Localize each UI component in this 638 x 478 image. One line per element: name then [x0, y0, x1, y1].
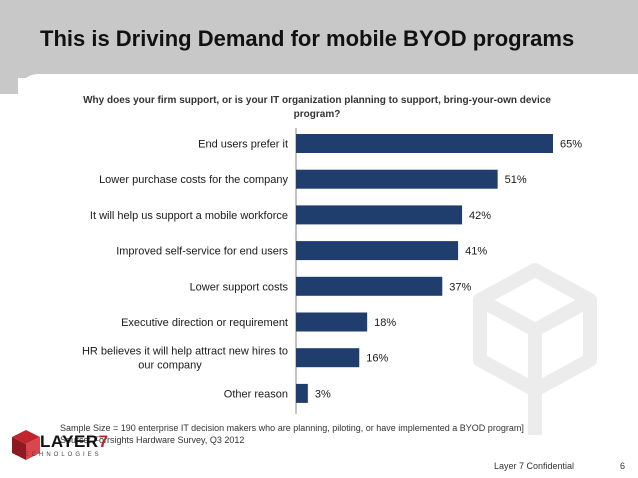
- bar: [296, 383, 308, 403]
- value-label: 42%: [469, 210, 491, 222]
- category-label: Improved self-service for end users: [116, 246, 288, 258]
- category-label: Lower purchase costs for the company: [99, 174, 288, 186]
- footnote: Sample Size = 190 enterprise IT decision…: [60, 422, 580, 446]
- bar: [296, 276, 443, 296]
- bar: [296, 169, 498, 189]
- header-curve: [18, 74, 638, 94]
- bar: [296, 348, 360, 368]
- value-label: 37%: [449, 281, 471, 293]
- value-label: 41%: [465, 246, 487, 258]
- bar: [296, 134, 553, 153]
- sample-size-note: Sample Size = 190 enterprise IT decision…: [60, 423, 524, 433]
- bar-chart: End users prefer it 65% Lower purchase cos…: [82, 128, 582, 414]
- category-label: Executive direction or requirement: [121, 317, 288, 329]
- header-band: [0, 0, 638, 78]
- category-label: Other reason: [224, 388, 288, 400]
- logo-text-main: LAYER: [40, 432, 99, 451]
- value-label: 18%: [374, 317, 396, 329]
- bar: [296, 205, 463, 225]
- header-left-strip: [0, 0, 18, 94]
- value-label: 65%: [560, 139, 582, 151]
- category-label: HR believes it will help attract new hir…: [82, 346, 288, 372]
- source-note: Source: Forrsights Hardware Survey, Q3 2…: [60, 435, 245, 445]
- cube-watermark-icon: [473, 263, 597, 435]
- value-label: 51%: [505, 174, 527, 186]
- layer7-logo-icon: [12, 430, 40, 460]
- bar: [296, 312, 368, 332]
- value-label: 16%: [366, 353, 388, 365]
- confidential-label: Layer 7 Confidential: [494, 461, 575, 471]
- logo-subtext: TECHNOLOGIES: [18, 452, 102, 458]
- bar: [296, 241, 459, 261]
- page-number: 6: [620, 461, 626, 471]
- category-label: Lower support costs: [190, 281, 289, 293]
- logo-text-seven: 7: [98, 432, 109, 451]
- value-label: 3%: [315, 388, 331, 400]
- logo-wordmark: LAYER7: [40, 432, 109, 452]
- category-label: End users prefer it: [198, 139, 288, 151]
- slide-title: This is Driving Demand for mobile BYOD p…: [40, 26, 575, 51]
- category-label: It will help us support a mobile workfor…: [90, 210, 288, 222]
- survey-question: Why does your firm support, or is your I…: [83, 95, 551, 120]
